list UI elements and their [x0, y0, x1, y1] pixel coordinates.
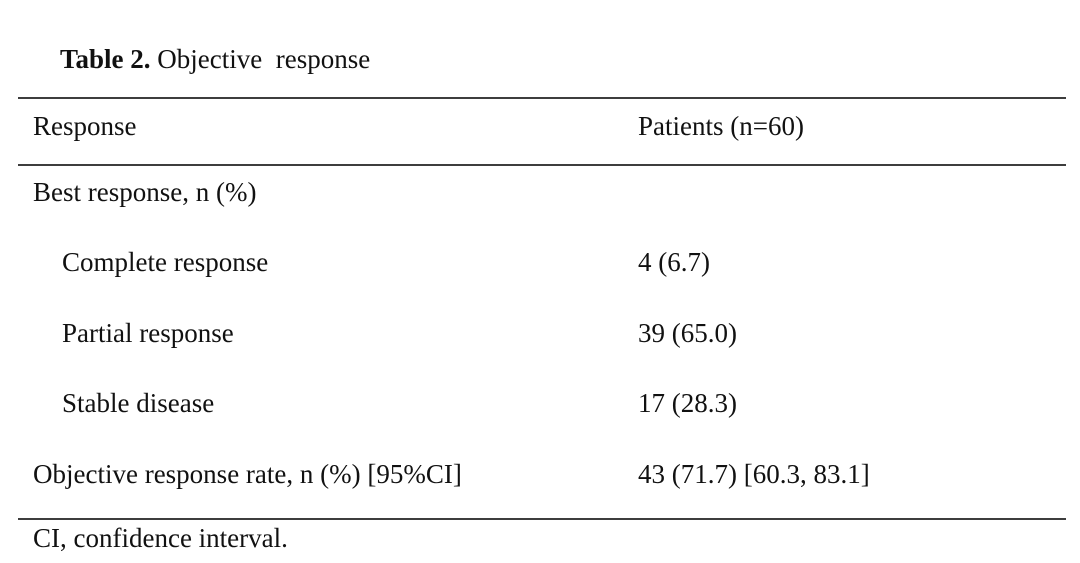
row-value [638, 177, 1066, 236]
row-label: Stable disease [62, 388, 215, 419]
row-value: 43 (71.7) [60.3, 83.1] [638, 458, 870, 489]
table-caption-number: Table 2. [60, 44, 151, 75]
table-footnote: CI, confidence interval. [33, 523, 288, 553]
row-value: 17 (28.3) [638, 388, 737, 419]
row-label: Objective response rate, n (%) [95%CI] [33, 458, 462, 489]
table-row: Best response, n (%) [18, 166, 1066, 236]
row-label: Partial response [62, 317, 234, 348]
row-label: Complete response [62, 247, 269, 278]
column-header-response: Response [33, 111, 137, 141]
table-row: Stable disease 17 (28.3) [18, 377, 1066, 447]
row-label: Best response, n (%) [33, 177, 257, 207]
table-caption-title: Objective response [150, 44, 371, 75]
data-table: Response Patients (n=60) Best response, … [18, 97, 1066, 520]
table-row: Partial response 39 (65.0) [18, 307, 1066, 377]
column-header-patients: Patients (n=60) [638, 111, 804, 141]
table-header-row: Response Patients (n=60) [18, 97, 1066, 166]
table-row: Complete response 4 (6.7) [18, 236, 1066, 306]
row-value: 39 (65.0) [638, 317, 737, 348]
table-row: Objective response rate, n (%) [95%CI] 4… [18, 448, 1066, 518]
table-caption: Table 2. Objective response [33, 11, 370, 108]
row-value: 4 (6.7) [638, 247, 710, 278]
